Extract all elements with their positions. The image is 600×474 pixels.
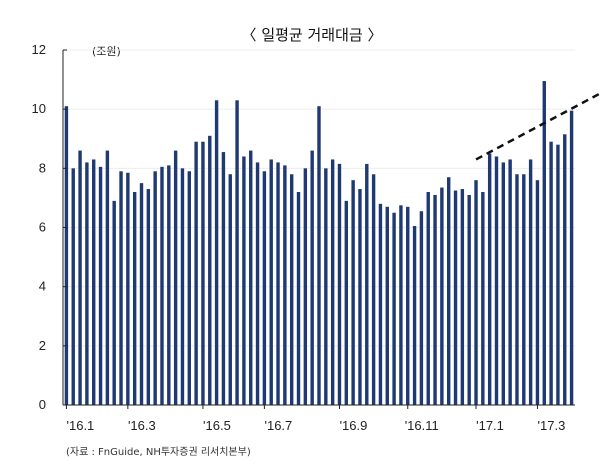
bar (344, 200, 349, 405)
bar (406, 206, 410, 405)
bar (399, 205, 403, 405)
y-tick-label: 2 (39, 338, 46, 353)
bar (64, 106, 69, 406)
x-tick-label: '17.1 (476, 418, 504, 433)
bar (167, 165, 171, 405)
bar (78, 150, 82, 405)
bar (453, 190, 458, 405)
chart-title: 〈 일평균 거래대금 〉 (242, 26, 383, 44)
bar (153, 171, 157, 405)
bar (392, 212, 396, 405)
bar (276, 162, 280, 405)
x-tick-label: '16.3 (128, 418, 156, 433)
bar (249, 150, 253, 405)
bar (105, 150, 110, 405)
bar (522, 174, 526, 405)
bar (515, 174, 519, 405)
bar (173, 150, 178, 405)
x-tick-label: '16.11 (405, 418, 439, 433)
bar (433, 194, 437, 405)
bar (426, 192, 430, 405)
bar (112, 200, 116, 405)
bar (324, 168, 328, 405)
bar (187, 171, 191, 405)
bar (310, 150, 314, 405)
bar (569, 110, 574, 406)
bar (269, 159, 273, 405)
x-tick-label: '16.5 (203, 418, 231, 433)
bar (289, 174, 294, 405)
bar (132, 192, 137, 405)
bar (180, 168, 185, 405)
x-tick-label: '16.7 (264, 418, 292, 433)
bar (556, 144, 560, 406)
x-axis-ticks: '16.1 '16.3 '16.5 '16.7 '16.9 '16.11 '17.1 '17.… (65, 405, 566, 433)
bar (563, 134, 567, 405)
bar (351, 180, 355, 405)
bar (487, 153, 492, 405)
bar (440, 187, 444, 405)
source-note: (자료 : FnGuide, NH투자증권 리서치본부) (66, 446, 251, 458)
y-tick-label: 10 (32, 101, 46, 116)
bar (460, 189, 465, 405)
trend-arrow (475, 92, 600, 161)
bar (228, 174, 232, 405)
bar (194, 141, 198, 405)
bar (508, 159, 512, 405)
bar (385, 206, 389, 405)
bar (494, 156, 499, 405)
bar (549, 141, 553, 405)
bar (419, 211, 424, 405)
bar (358, 189, 362, 405)
bar (283, 165, 287, 405)
x-tick-label: '17.3 (538, 418, 566, 433)
y-tick-label: 0 (39, 397, 46, 412)
y-tick-label: 12 (32, 42, 46, 57)
bar (71, 168, 75, 405)
bar (235, 100, 239, 405)
bar (467, 194, 471, 405)
bar (412, 226, 417, 405)
bar (242, 156, 246, 405)
bar (337, 163, 342, 405)
bar (85, 162, 89, 405)
bar (501, 162, 506, 405)
bar (160, 166, 164, 405)
bar (214, 100, 219, 405)
bar (447, 177, 451, 405)
bar (474, 180, 478, 405)
y-axis-ticks: 0 2 4 6 8 10 12 (32, 42, 67, 412)
bar (330, 159, 335, 405)
trend-arrow-line (475, 92, 600, 161)
bar (378, 203, 383, 405)
bar (139, 183, 144, 406)
bar (92, 159, 96, 405)
y-axis-unit-label: (조원) (92, 45, 121, 58)
y-tick-label: 8 (39, 160, 46, 175)
bar (126, 172, 130, 405)
bar (208, 135, 212, 406)
bar (201, 141, 205, 405)
bar (221, 152, 226, 405)
bar (365, 163, 369, 405)
y-tick-label: 6 (39, 220, 46, 235)
bar-series (64, 81, 574, 406)
bar (481, 192, 485, 405)
bar (303, 168, 308, 405)
x-tick-label: '16.1 (67, 418, 95, 433)
bar (296, 192, 301, 405)
bar (119, 171, 123, 405)
bar (255, 162, 260, 405)
x-tick-label: '16.9 (340, 418, 368, 433)
bar (528, 159, 533, 405)
bar (371, 174, 376, 405)
bar (542, 81, 546, 405)
bar (535, 180, 540, 405)
bar (98, 166, 103, 405)
bar (262, 171, 267, 405)
y-tick-label: 4 (39, 279, 46, 294)
bar (146, 189, 151, 405)
bar (317, 106, 321, 406)
